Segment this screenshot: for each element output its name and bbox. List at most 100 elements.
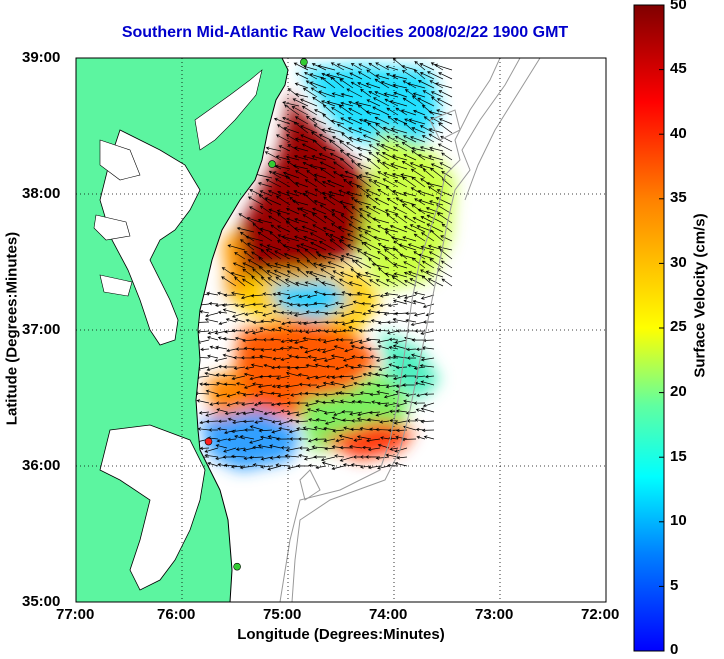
velocity-arrow (369, 279, 381, 287)
velocity-arrow (334, 320, 345, 325)
velocity-arrow (310, 131, 327, 143)
velocity-arrow (260, 456, 273, 461)
velocity-arrow (280, 310, 291, 315)
velocity-arrow (351, 160, 363, 170)
velocity-arrow (403, 299, 417, 305)
velocity-arrow (268, 215, 282, 224)
velocity-arrow (314, 363, 327, 368)
velocity-arrow (372, 97, 390, 107)
velocity-arrow (299, 207, 318, 215)
velocity-arrow (296, 207, 309, 215)
velocity-arrow (323, 438, 336, 443)
velocity-arrow (338, 391, 354, 395)
velocity-arrow (203, 382, 219, 386)
velocity-arrow (251, 347, 264, 352)
velocity-arrow (329, 139, 345, 152)
velocity-arrow (419, 63, 435, 71)
velocity-arrow (288, 429, 300, 434)
velocity-arrow (410, 187, 426, 197)
velocity-arrow (257, 444, 273, 449)
velocity-arrow (335, 438, 345, 443)
velocity-arrow (322, 226, 336, 233)
velocity-arrow (321, 400, 336, 405)
velocity-arrow (259, 435, 273, 440)
velocity-arrow (302, 336, 318, 341)
velocity-arrow (221, 267, 237, 278)
velocity-arrow (281, 235, 300, 242)
velocity-arrow (346, 88, 363, 98)
velocity-arrow (339, 140, 354, 152)
velocity-arrow (236, 226, 255, 233)
velocity-arrow (268, 208, 282, 215)
radar-station-1 (268, 160, 276, 168)
velocity-arrow (265, 248, 282, 260)
velocity-arrow (326, 100, 345, 107)
velocity-arrow (322, 104, 336, 116)
velocity-arrow (309, 270, 327, 278)
velocity-arrow (333, 345, 345, 350)
velocity-arrow (373, 180, 390, 188)
velocity-arrow (416, 435, 426, 440)
velocity-arrow (386, 213, 399, 224)
velocity-arrow (294, 366, 309, 370)
velocity-arrow (314, 375, 327, 380)
velocity-arrow (335, 366, 345, 371)
velocity-arrow (221, 276, 237, 287)
velocity-arrow (430, 62, 444, 71)
velocity-arrow (235, 447, 246, 451)
velocity-arrow (394, 447, 408, 453)
velocity-arrow (408, 118, 426, 125)
velocity-arrow (384, 402, 399, 408)
velocity-arrow (285, 220, 300, 233)
velocity-arrow (322, 348, 336, 354)
velocity-arrow (217, 427, 228, 431)
velocity-arrow (402, 70, 417, 80)
velocity-arrow (380, 436, 390, 440)
velocity-arrow (253, 310, 264, 314)
velocity-arrow (402, 374, 416, 378)
velocity-arrow (259, 326, 273, 332)
velocity-arrow (365, 82, 381, 89)
velocity-arrow (309, 81, 327, 89)
velocity-arrow (367, 364, 381, 369)
velocity-arrow (435, 82, 453, 89)
velocity-arrow (286, 411, 300, 416)
velocity-arrow (441, 278, 453, 287)
velocity-arrow (436, 189, 453, 197)
velocity-arrow (286, 270, 300, 278)
velocity-arrow (251, 275, 264, 287)
velocity-arrow (420, 269, 435, 278)
velocity-arrow (312, 139, 327, 152)
velocity-arrow (354, 259, 372, 269)
velocity-arrow (361, 241, 372, 251)
velocity-arrow (330, 381, 345, 386)
velocity-arrow (336, 123, 354, 134)
velocity-arrow (345, 253, 363, 260)
velocity-arrow (243, 384, 255, 389)
velocity-arrow (420, 419, 435, 424)
velocity-arrow (395, 435, 408, 440)
velocity-arrow (375, 123, 390, 134)
velocity-arrow (429, 167, 444, 179)
velocity-arrow (402, 135, 417, 143)
grid-lines (76, 58, 606, 602)
velocity-arrow (273, 117, 291, 125)
velocity-arrow (259, 354, 273, 359)
velocity-arrow (300, 243, 318, 251)
velocity-arrow (411, 95, 426, 107)
velocity-arrow (424, 392, 435, 396)
velocity-arrow (331, 107, 345, 116)
velocity-arrow (352, 300, 363, 305)
velocity-arrow (296, 248, 309, 260)
velocity-arrow (252, 330, 264, 335)
velocity-arrow (250, 407, 264, 413)
velocity-arrow (272, 309, 282, 314)
velocity-arrow (437, 143, 453, 152)
velocity-arrow (334, 391, 345, 396)
lat-tick-36: 36:00 (22, 457, 61, 474)
velocity-arrow (402, 236, 417, 242)
velocity-arrow (324, 320, 336, 325)
velocity-arrow (304, 71, 318, 80)
velocity-arrow (267, 277, 282, 287)
cb-tick-45: 45 (670, 60, 687, 77)
